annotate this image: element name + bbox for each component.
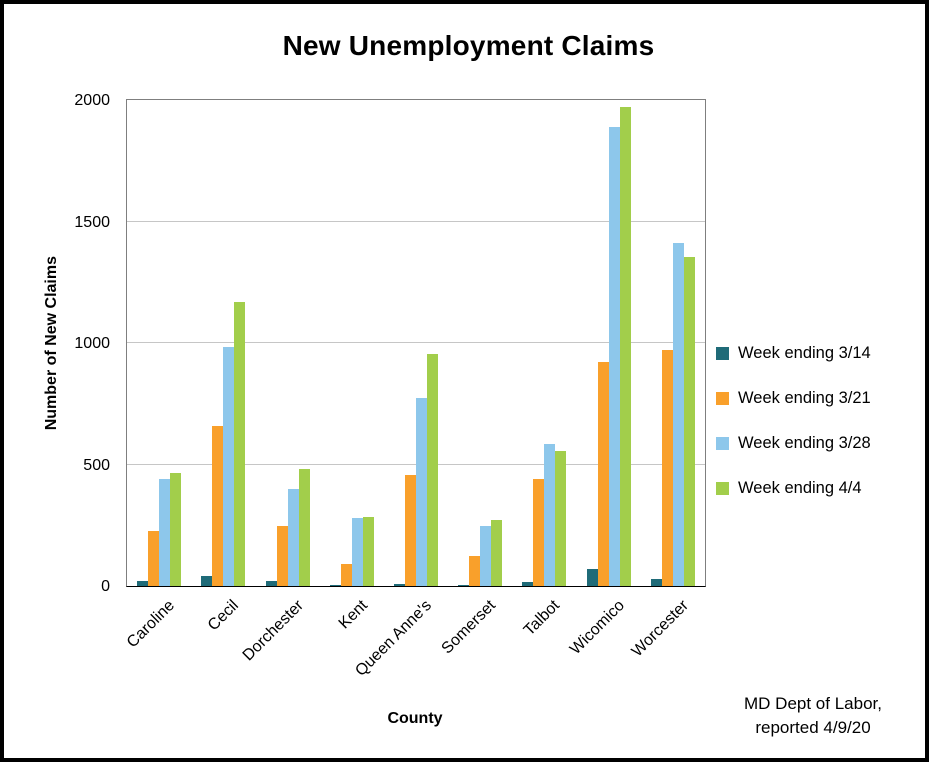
bar (522, 582, 534, 586)
bar (201, 576, 213, 586)
y-tick-label: 2000 (74, 92, 110, 109)
bar (415, 397, 427, 586)
legend-swatch (716, 482, 729, 495)
bar (619, 107, 631, 586)
legend-item: Week ending 3/21 (716, 389, 871, 408)
bar (393, 583, 405, 586)
legend-swatch (716, 347, 729, 360)
bar (340, 564, 352, 586)
chart-title: New Unemployment Claims (282, 30, 655, 61)
legend: Week ending 3/14 Week ending 3/21 Week end… (716, 344, 871, 498)
bar-group-somerset (458, 520, 503, 586)
source-note-line1: MD Dept of Labor, (744, 694, 882, 713)
bar (223, 346, 235, 586)
bar-group-wicomico (586, 107, 631, 586)
x-tick-label: Queen Anne's (352, 597, 436, 680)
bar (533, 479, 545, 586)
bar (265, 581, 277, 586)
x-tick-label: Talbot (521, 597, 564, 640)
bar (148, 531, 160, 586)
x-tick-label: Caroline (123, 597, 179, 652)
legend-label: Week ending 3/14 (738, 344, 871, 362)
bar (329, 584, 341, 586)
legend-item: Week ending 3/28 (716, 434, 871, 453)
bar (650, 578, 662, 586)
bar (298, 469, 310, 586)
bar (159, 479, 171, 586)
x-axis: Caroline Cecil Dorchester Kent Queen Anne's S… (124, 587, 704, 707)
bar (469, 555, 481, 586)
legend-label: Week ending 4/4 (738, 479, 862, 497)
bar (597, 362, 609, 586)
source-note: MD Dept of Labor, reported 4/9/20 (702, 692, 924, 740)
bar (351, 517, 363, 586)
bar-group-kent (329, 516, 374, 586)
bar (212, 425, 224, 586)
gridline (127, 342, 705, 343)
bar (491, 520, 503, 586)
legend-item: Week ending 3/14 (716, 344, 871, 363)
bar (608, 126, 620, 586)
bar (586, 569, 598, 586)
y-tick-label: 1000 (74, 335, 110, 352)
bar (672, 243, 684, 586)
legend-label: Week ending 3/28 (738, 434, 871, 452)
bar-group-queen-anne-s (393, 353, 438, 586)
bar (544, 443, 556, 586)
bar (426, 353, 438, 586)
y-tick-label: 0 (101, 578, 110, 595)
y-axis: 0 500 1000 1500 2000 (4, 92, 116, 595)
bar (362, 516, 374, 586)
x-tick-label: Wicomico (566, 597, 628, 659)
x-tick-label: Cecil (205, 597, 243, 635)
bar (137, 581, 149, 586)
x-axis-title: County (387, 710, 443, 727)
bar-group-caroline (137, 473, 182, 586)
bar (683, 256, 695, 586)
bar (287, 488, 299, 586)
bar (555, 451, 567, 586)
x-tick-label: Kent (335, 597, 371, 633)
gridline (127, 220, 705, 222)
plot-area (126, 99, 706, 587)
x-tick-label: Somerset (438, 597, 500, 658)
bar (480, 526, 492, 586)
bar (170, 473, 182, 586)
y-tick-label: 500 (83, 456, 110, 474)
legend-item: Week ending 4/4 (716, 479, 871, 498)
y-tick-label: 1500 (74, 213, 110, 231)
bar-group-worcester (650, 243, 695, 586)
bar-group-dorchester (265, 469, 310, 586)
legend-swatch (716, 392, 729, 405)
legend-label: Week ending 3/21 (738, 389, 871, 407)
bar (458, 584, 470, 586)
bar-group-talbot (522, 443, 567, 586)
bar (234, 301, 246, 586)
source-note-line2: reported 4/9/20 (755, 717, 871, 737)
bar-group-cecil (201, 301, 246, 586)
x-tick-label: Dorchester (239, 597, 307, 665)
bar (276, 526, 288, 586)
legend-swatch (716, 437, 729, 450)
bar (404, 475, 416, 586)
x-tick-label: Worcester (628, 597, 692, 661)
bar (661, 350, 673, 586)
